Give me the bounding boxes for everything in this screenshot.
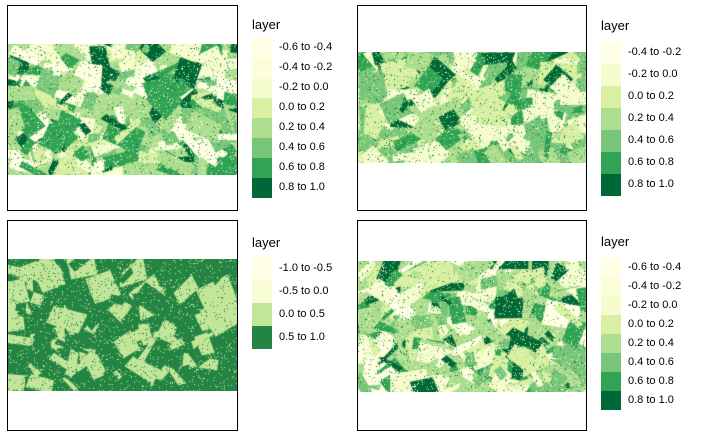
- legend-swatch: [601, 391, 621, 410]
- map-frame-4: [357, 220, 587, 431]
- legend-label: 0.0 to 0.2: [279, 101, 325, 113]
- legend-swatch: [601, 174, 621, 196]
- legend-label: -0.4 to -0.2: [628, 46, 682, 58]
- legend-swatch: [252, 280, 272, 303]
- legend-swatch: [252, 303, 272, 326]
- legend-label: -0.6 to -0.4: [279, 41, 333, 53]
- legend-item: -0.6 to -0.4: [252, 38, 372, 58]
- legend-item: -0.4 to -0.2: [252, 58, 372, 78]
- legend-item: 0.2 to 0.4: [601, 108, 701, 130]
- legend-item: 0.0 to 0.2: [252, 98, 372, 118]
- raster-map-3: [8, 259, 237, 391]
- legend-swatch: [601, 258, 621, 277]
- legend-label: 0.4 to 0.6: [628, 134, 674, 146]
- legend-swatch: [252, 138, 272, 158]
- legend-item: -0.4 to -0.2: [601, 277, 701, 296]
- legend-item: 0.6 to 0.8: [601, 152, 701, 174]
- legend-label: 0.8 to 1.0: [628, 394, 674, 406]
- legend-item: -0.6 to -0.4: [601, 258, 701, 277]
- legend-swatch: [601, 277, 621, 296]
- legend-item: 0.0 to 0.2: [601, 315, 701, 334]
- legend-item: 0.6 to 0.8: [601, 372, 701, 391]
- legend-swatch: [252, 58, 272, 78]
- legend-label: 0.6 to 0.8: [279, 161, 325, 173]
- legend-label: -0.5 to 0.0: [279, 285, 329, 297]
- legend-label: 0.0 to 0.2: [628, 90, 674, 102]
- map-frame-3: [7, 220, 238, 431]
- legend-title: layer: [601, 234, 630, 249]
- legend-title: layer: [252, 17, 281, 32]
- legend-item: -1.0 to -0.5: [252, 257, 372, 280]
- legend-item: 0.4 to 0.6: [252, 138, 372, 158]
- legend-label: 0.4 to 0.6: [628, 356, 674, 368]
- legend-swatch: [252, 257, 272, 280]
- legend-swatch: [252, 78, 272, 98]
- legend-label: 0.2 to 0.4: [279, 121, 325, 133]
- legend-item: 0.2 to 0.4: [252, 118, 372, 138]
- legend-swatch: [601, 86, 621, 108]
- legend-label: 0.5 to 1.0: [279, 331, 325, 343]
- legend-item: 0.0 to 0.2: [601, 86, 701, 108]
- legend-swatch: [601, 64, 621, 86]
- legend-label: -0.4 to -0.2: [279, 61, 333, 73]
- legend-item: 0.5 to 1.0: [252, 326, 372, 349]
- legend-label: -1.0 to -0.5: [279, 262, 333, 274]
- legend-label: -0.2 to 0.0: [279, 81, 329, 93]
- raster-map-4: [358, 261, 586, 392]
- legend-label: 0.8 to 1.0: [628, 178, 674, 190]
- legend-swatch: [601, 108, 621, 130]
- legend-label: 0.6 to 0.8: [628, 156, 674, 168]
- raster-map-1: [8, 44, 237, 175]
- legend-item: 0.0 to 0.5: [252, 303, 372, 326]
- legend-label: 0.2 to 0.4: [628, 112, 674, 124]
- legend-label: 0.4 to 0.6: [279, 141, 325, 153]
- legend-swatch: [601, 334, 621, 353]
- legend-item: 0.4 to 0.6: [601, 353, 701, 372]
- legend-swatch: [601, 42, 621, 64]
- legend-swatch: [601, 372, 621, 391]
- legend-label: 0.6 to 0.8: [628, 375, 674, 387]
- legend-item: 0.8 to 1.0: [252, 178, 372, 198]
- legend-2: layer -0.4 to -0.2 -0.2 to 0.0 0.0 to 0.2 0…: [601, 18, 701, 198]
- legend-swatch: [252, 178, 272, 198]
- map-frame-2: [357, 5, 587, 211]
- legend-item: -0.2 to 0.0: [601, 296, 701, 315]
- legend-swatch: [601, 152, 621, 174]
- legend-item: 0.8 to 1.0: [601, 174, 701, 196]
- legend-title: layer: [252, 235, 281, 250]
- legend-swatch: [601, 353, 621, 372]
- legend-item: 0.6 to 0.8: [252, 158, 372, 178]
- legend-1: layer -0.6 to -0.4 -0.4 to -0.2 -0.2 to 0.…: [252, 17, 372, 198]
- legend-swatch: [252, 98, 272, 118]
- legend-4: layer -0.6 to -0.4 -0.4 to -0.2 -0.2 to 0.…: [601, 234, 701, 424]
- raster-map-2: [358, 52, 586, 163]
- legend-3: layer -1.0 to -0.5 -0.5 to 0.0 0.0 to 0.5 0…: [252, 235, 372, 355]
- legend-label: 0.2 to 0.4: [628, 337, 674, 349]
- legend-label: -0.4 to -0.2: [628, 280, 682, 292]
- legend-label: -0.6 to -0.4: [628, 261, 682, 273]
- legend-item: -0.2 to 0.0: [252, 78, 372, 98]
- legend-item: 0.4 to 0.6: [601, 130, 701, 152]
- legend-item: -0.2 to 0.0: [601, 64, 701, 86]
- legend-title: layer: [601, 18, 630, 33]
- legend-swatch: [252, 38, 272, 58]
- legend-item: -0.5 to 0.0: [252, 280, 372, 303]
- legend-item: -0.4 to -0.2: [601, 42, 701, 64]
- legend-label: 0.0 to 0.2: [628, 318, 674, 330]
- legend-swatch: [252, 118, 272, 138]
- legend-swatch: [252, 158, 272, 178]
- legend-label: 0.8 to 1.0: [279, 181, 325, 193]
- legend-swatch: [601, 296, 621, 315]
- legend-item: 0.8 to 1.0: [601, 391, 701, 410]
- legend-swatch: [601, 315, 621, 334]
- legend-item: 0.2 to 0.4: [601, 334, 701, 353]
- legend-label: -0.2 to 0.0: [628, 299, 678, 311]
- legend-label: 0.0 to 0.5: [279, 308, 325, 320]
- legend-label: -0.2 to 0.0: [628, 68, 678, 80]
- legend-swatch: [601, 130, 621, 152]
- legend-swatch: [252, 326, 272, 349]
- map-frame-1: [7, 5, 238, 211]
